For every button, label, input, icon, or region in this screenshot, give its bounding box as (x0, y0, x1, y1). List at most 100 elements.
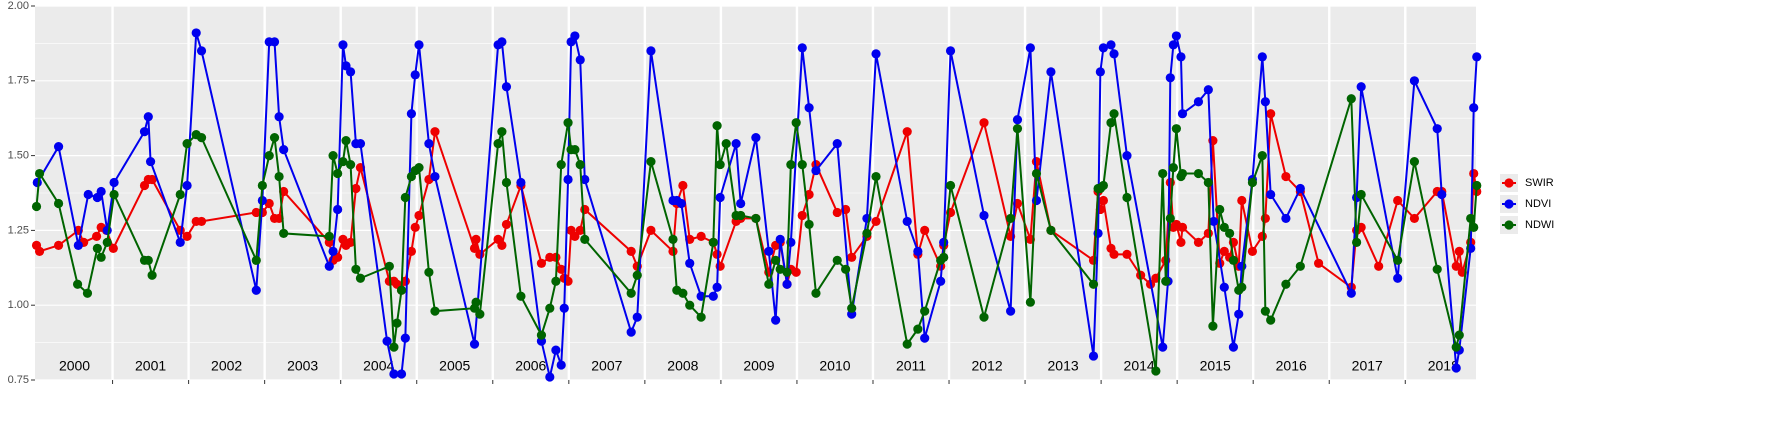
point (551, 345, 561, 355)
point (1409, 156, 1420, 167)
year-label: 2016 (1276, 358, 1307, 374)
point (324, 261, 334, 271)
point (731, 139, 741, 149)
year-label: 2015 (1200, 358, 1231, 374)
point (384, 261, 394, 271)
point (269, 133, 280, 143)
point (1219, 246, 1229, 256)
point (1025, 297, 1035, 307)
point (646, 156, 656, 167)
point (1025, 43, 1035, 53)
point (1203, 85, 1213, 95)
point (536, 330, 547, 340)
point (471, 297, 481, 307)
point (396, 369, 407, 379)
point (1451, 261, 1461, 271)
y-tick-label: 0.75 (8, 374, 29, 386)
point (1109, 109, 1119, 119)
point (811, 288, 821, 298)
point (475, 249, 485, 259)
point (715, 159, 725, 170)
point (351, 183, 361, 194)
point (1432, 264, 1442, 274)
point (545, 372, 555, 382)
year-label: 2005 (439, 358, 470, 374)
y-tick-label: 1.25 (8, 224, 29, 236)
point (1346, 288, 1356, 298)
point (685, 300, 695, 310)
point (53, 198, 64, 209)
point (736, 210, 746, 221)
point (797, 43, 807, 53)
point (797, 159, 807, 170)
point (668, 234, 678, 244)
point (109, 177, 119, 188)
year-label: 2001 (135, 358, 166, 374)
year-label: 2010 (819, 358, 850, 374)
point (389, 369, 399, 379)
point (945, 180, 956, 191)
point (791, 118, 801, 128)
point (1208, 321, 1218, 331)
point (182, 180, 192, 191)
point (83, 189, 93, 200)
point (1177, 109, 1188, 119)
point (1165, 213, 1175, 224)
point (501, 219, 512, 230)
point (1012, 124, 1023, 134)
year-label: 2000 (59, 358, 90, 374)
point (580, 174, 590, 185)
point (712, 282, 722, 292)
point (751, 213, 761, 224)
year-label: 2014 (1124, 358, 1155, 374)
point (871, 171, 881, 182)
point (1203, 228, 1213, 238)
point (424, 267, 434, 277)
point (102, 237, 112, 247)
point (471, 234, 481, 244)
point (1151, 366, 1161, 376)
point (1219, 282, 1229, 292)
point (580, 204, 590, 215)
year-label: 2011 (896, 358, 926, 374)
point (979, 118, 989, 128)
point (269, 37, 280, 47)
y-tick-label: 1.00 (8, 299, 29, 311)
point (832, 207, 842, 218)
point (182, 139, 192, 149)
point (1466, 213, 1476, 224)
point (575, 159, 585, 170)
point (1257, 52, 1267, 62)
point (145, 156, 156, 167)
point (580, 234, 590, 244)
point (1031, 168, 1042, 179)
point (1266, 315, 1276, 325)
point (414, 40, 424, 50)
point (1472, 180, 1482, 191)
point (545, 303, 555, 313)
point (1247, 177, 1258, 188)
point (832, 139, 842, 149)
point (53, 142, 64, 152)
point (414, 162, 424, 173)
point (791, 267, 801, 277)
point (1098, 180, 1108, 191)
point (497, 240, 507, 250)
point (782, 267, 792, 277)
point (1193, 237, 1204, 247)
year-label: 2018 (1428, 358, 1459, 374)
legend-dot (1504, 220, 1514, 230)
point (91, 231, 102, 241)
point (1012, 115, 1023, 125)
point (351, 264, 361, 274)
point (1106, 118, 1116, 128)
point (721, 139, 731, 149)
year-label: 2013 (1048, 358, 1079, 374)
point (708, 291, 718, 301)
point (1451, 342, 1461, 352)
point (333, 168, 343, 179)
point (109, 189, 119, 200)
point (1209, 216, 1219, 227)
point (1260, 97, 1270, 107)
point (143, 112, 153, 122)
